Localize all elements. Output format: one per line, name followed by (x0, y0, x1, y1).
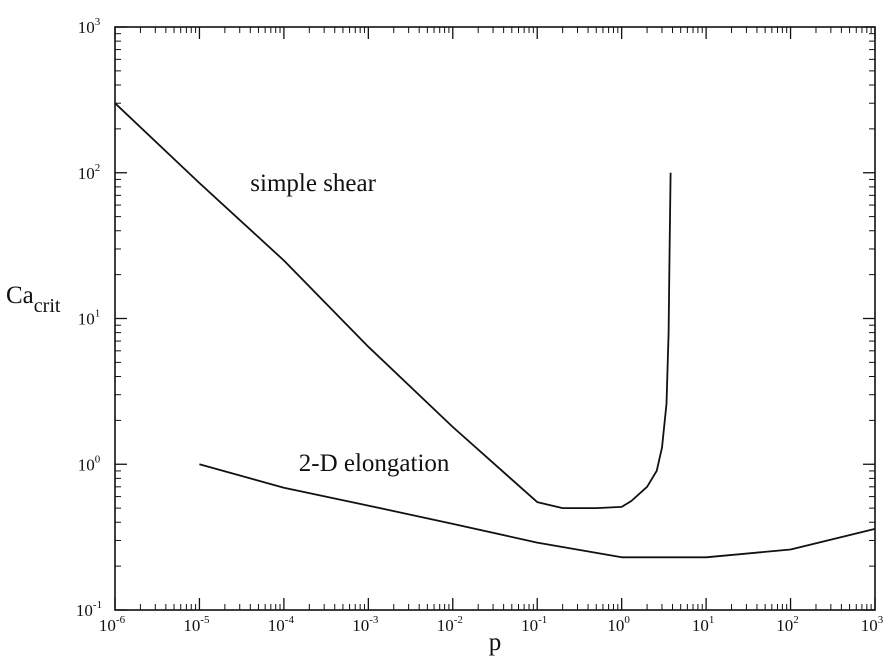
x-tick-label-exp: 3 (878, 614, 884, 626)
x-tick-label-exp: -6 (116, 614, 126, 626)
x-tick-label-exp: -2 (454, 614, 463, 626)
x-tick-label-base: 10 (692, 616, 709, 635)
series-line-2 (199, 463, 876, 559)
x-axis-label: p (489, 629, 502, 656)
y-tick-label-exp: 0 (95, 453, 101, 465)
y-tick-label-base: 10 (76, 601, 93, 620)
x-tick-label-base: 10 (183, 616, 200, 635)
y-tick-label-exp: 1 (95, 308, 101, 320)
y-tick-label: 102 (78, 162, 101, 183)
x-tick-label: 101 (692, 614, 715, 635)
x-tick-label-base: 10 (521, 616, 538, 635)
x-tick-label-base: 10 (352, 616, 369, 635)
y-axis-label-sub: crit (34, 295, 61, 317)
x-tick-label: 10-3 (352, 614, 379, 635)
annotations: simple shear 2-D elongation (250, 170, 450, 477)
plot-frame (114, 26, 876, 611)
x-tick-label-exp: 2 (793, 614, 799, 626)
x-tick-labels: 10-6 10-5 10-4 10-3 10-2 10-1 100 101 102 103 (99, 614, 884, 635)
x-tick-label-exp: 1 (709, 614, 715, 626)
x-tick-label: 10-1 (521, 614, 547, 635)
x-tick-label: 103 (861, 614, 884, 635)
y-tick-label: 100 (78, 453, 101, 474)
series-lines (114, 102, 876, 559)
y-tick-label-exp: -1 (93, 599, 102, 611)
y-tick-label-base: 10 (78, 164, 95, 183)
x-tick-label-exp: -5 (200, 614, 210, 626)
axis-ticks (114, 26, 876, 611)
x-tick-label: 100 (607, 614, 630, 635)
x-tick-label: 10-6 (99, 614, 126, 635)
x-tick-label: 10-2 (437, 614, 463, 635)
y-tick-label-exp: 2 (95, 162, 101, 174)
y-axis-label-base: Ca (6, 282, 34, 309)
y-tick-label-exp: 3 (95, 16, 101, 28)
x-tick-label: 10-5 (183, 614, 210, 635)
y-tick-label: 10-1 (76, 599, 102, 620)
x-tick-label: 102 (776, 614, 799, 635)
annotation-2: 2-D elongation (299, 450, 450, 477)
y-tick-label-base: 10 (78, 455, 95, 474)
y-tick-label-base: 10 (78, 310, 95, 329)
y-axis-label: Cacrit (6, 282, 61, 317)
y-tick-label: 103 (78, 16, 101, 37)
y-tick-label-base: 10 (78, 18, 95, 37)
y-tick-label: 101 (78, 308, 101, 329)
annotation-1: simple shear (250, 170, 376, 197)
x-tick-label-base: 10 (268, 616, 285, 635)
x-tick-label-base: 10 (437, 616, 454, 635)
x-tick-label-base: 10 (861, 616, 878, 635)
x-tick-label-base: 10 (776, 616, 793, 635)
series-line-1 (114, 102, 672, 510)
x-tick-label-exp: -1 (538, 614, 547, 626)
x-tick-label-base: 10 (99, 616, 116, 635)
x-tick-label: 10-4 (268, 614, 295, 635)
x-tick-label-exp: 0 (624, 614, 630, 626)
x-tick-label-exp: -4 (285, 614, 295, 626)
x-tick-label-exp: -3 (369, 614, 379, 626)
x-tick-label-base: 10 (607, 616, 624, 635)
